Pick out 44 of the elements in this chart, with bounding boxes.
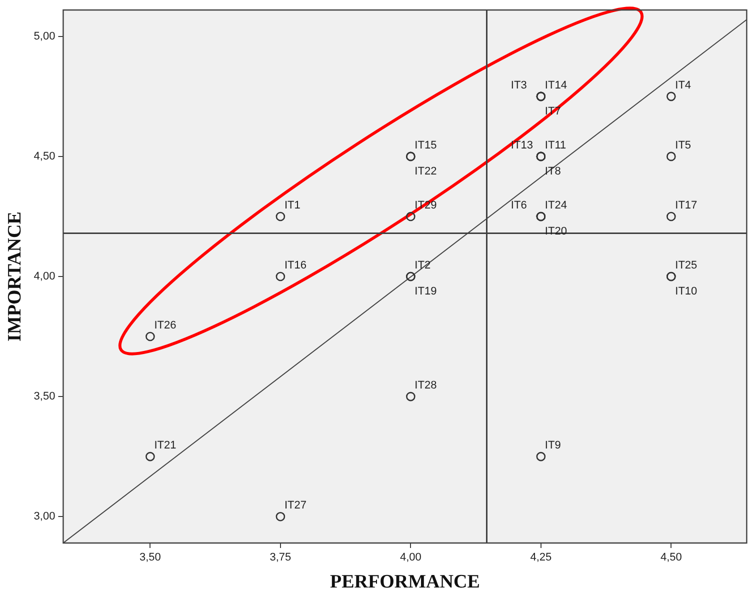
annotation: IT21 [154, 440, 176, 452]
annotation: IT24 [544, 199, 567, 212]
annotation: IT25 [675, 260, 698, 272]
annotation: IT14 [544, 79, 567, 92]
y-tick-label: 5,00 [34, 30, 56, 42]
annotation: IT9 [544, 440, 561, 452]
annotation: IT1 [284, 199, 300, 212]
annotation: IT13 [510, 139, 533, 152]
annotation: IT17 [675, 199, 698, 212]
point [276, 272, 286, 282]
point [666, 152, 676, 162]
annotation: IT16 [284, 260, 306, 272]
annotation: IT5 [675, 139, 692, 152]
y-tick-label: 4,00 [34, 270, 56, 283]
annotation: IT10 [675, 286, 698, 298]
x-axis-title: PERFORMANCE [330, 572, 480, 593]
y-axis-title: IMPORTANCE [4, 212, 26, 342]
annotation: IT6 [510, 199, 527, 212]
point [146, 452, 155, 462]
x-tick-label: 3,75 [270, 552, 292, 564]
annotation: IT27 [284, 500, 306, 512]
annotation: IT28 [414, 380, 437, 392]
annotation: IT22 [414, 165, 437, 178]
point [536, 452, 546, 462]
annotation: IT4 [675, 79, 692, 92]
point [666, 212, 676, 222]
annotation: IT15 [414, 139, 437, 152]
y-tick-label: 3,00 [34, 510, 56, 523]
annotation: IT11 [544, 139, 566, 152]
x-tick-label: 4,50 [660, 552, 682, 564]
annotation: IT19 [414, 286, 437, 298]
annotation: IT26 [154, 320, 176, 332]
y-tick-label: 3,50 [34, 390, 56, 403]
annotation: IT3 [510, 79, 527, 92]
point [146, 332, 155, 342]
point [666, 92, 676, 102]
x-tick-label: 4,25 [530, 552, 552, 564]
point [406, 392, 416, 402]
x-tick-label: 3,50 [139, 552, 161, 564]
point [406, 212, 416, 222]
point [276, 512, 286, 522]
x-tick-label: 4,00 [400, 552, 422, 564]
y-tick-label: 4,50 [34, 150, 56, 162]
point [276, 212, 286, 222]
